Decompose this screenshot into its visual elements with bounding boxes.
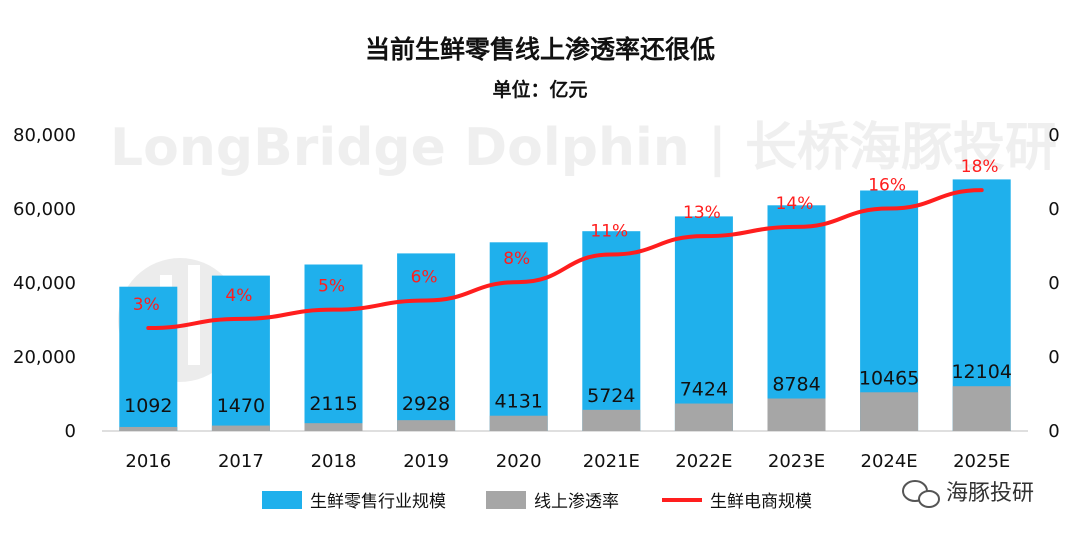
data-label-online: 2115 bbox=[309, 393, 357, 415]
y-right-tick-label: 0 bbox=[1048, 347, 1059, 368]
data-label-pct: 3% bbox=[133, 295, 160, 315]
data-label-online: 10465 bbox=[859, 367, 919, 389]
x-tick-label: 2020 bbox=[496, 451, 542, 472]
data-label-online: 8784 bbox=[772, 373, 820, 395]
data-label-pct: 13% bbox=[683, 203, 721, 223]
brand-logo: 海豚投研 bbox=[902, 480, 1034, 508]
x-tick-label: 2023E bbox=[768, 451, 825, 472]
bar-retail-scale bbox=[489, 242, 548, 431]
bar-online-penetration bbox=[767, 398, 826, 431]
bar-retail-scale bbox=[767, 205, 826, 431]
x-tick-label: 2016 bbox=[125, 451, 171, 472]
data-label-online: 5724 bbox=[587, 385, 635, 407]
y-left-tick-label: 0 bbox=[65, 421, 76, 442]
bar-retail-scale bbox=[860, 190, 919, 431]
bar-retail-scale bbox=[211, 275, 270, 431]
data-label-online: 12104 bbox=[951, 361, 1011, 383]
axes: 0 20,000 40,000 60,000 80,000 0 0 0 0 0 2016 2017 20… bbox=[13, 125, 1060, 472]
x-tick-label: 2025E bbox=[953, 451, 1010, 472]
y-left-tick-label: 60,000 bbox=[13, 199, 76, 220]
bar-online-penetration bbox=[582, 409, 641, 431]
bar-online-penetration bbox=[860, 392, 919, 431]
y-right-tick-label: 0 bbox=[1048, 199, 1059, 220]
y-left-tick-label: 40,000 bbox=[13, 273, 76, 294]
y-left-tick-label: 20,000 bbox=[13, 347, 76, 368]
bar-retail-scale bbox=[119, 286, 178, 431]
data-label-pct: 11% bbox=[590, 222, 628, 242]
chart-title: 当前生鲜零售线上渗透率还很低 bbox=[365, 35, 715, 64]
legend-swatch-online bbox=[486, 491, 526, 509]
data-label-pct: 18% bbox=[961, 157, 999, 177]
x-tick-label: 2021E bbox=[583, 451, 640, 472]
x-tick-label: 2019 bbox=[403, 451, 449, 472]
data-label-pct: 14% bbox=[776, 194, 814, 214]
x-tick-label: 2024E bbox=[861, 451, 918, 472]
wechat-icon bbox=[902, 480, 940, 508]
data-label-pct: 16% bbox=[868, 176, 906, 196]
legend-label-line: 生鲜电商规模 bbox=[710, 492, 812, 512]
bar-online-penetration bbox=[119, 426, 178, 431]
bar-online-penetration bbox=[952, 386, 1011, 431]
data-label-online: 4131 bbox=[495, 391, 543, 413]
bar-online-penetration bbox=[211, 425, 270, 431]
data-label-pct: 4% bbox=[225, 286, 252, 306]
y-right-tick-label: 0 bbox=[1048, 421, 1059, 442]
bar-online-penetration bbox=[674, 403, 733, 431]
legend: 生鲜零售行业规模 线上渗透率 生鲜电商规模 bbox=[262, 491, 812, 512]
y-right-tick-label: 0 bbox=[1048, 125, 1059, 146]
bars bbox=[119, 179, 1011, 431]
data-label-pct: 5% bbox=[318, 277, 345, 297]
bar-online-penetration bbox=[304, 423, 363, 431]
bar-retail-scale bbox=[582, 231, 641, 431]
chart-subtitle: 单位：亿元 bbox=[492, 78, 587, 101]
data-label-pct: 6% bbox=[411, 267, 438, 287]
x-tick-label: 2017 bbox=[218, 451, 264, 472]
data-label-online: 7424 bbox=[680, 379, 728, 401]
line-series bbox=[146, 188, 984, 331]
legend-swatch-retail bbox=[262, 491, 302, 509]
x-tick-label: 2022E bbox=[675, 451, 732, 472]
bar-online-penetration bbox=[489, 415, 548, 431]
bar-retail-scale bbox=[304, 264, 363, 431]
y-left-tick-label: 80,000 bbox=[13, 125, 76, 146]
data-label-online: 1092 bbox=[124, 395, 172, 417]
line-ecommerce-scale bbox=[146, 188, 984, 331]
legend-label-online: 线上渗透率 bbox=[534, 492, 619, 512]
data-label-online: 1470 bbox=[217, 395, 265, 417]
legend-label-retail: 生鲜零售行业规模 bbox=[310, 492, 446, 512]
bar-retail-scale bbox=[674, 216, 733, 431]
data-label-pct: 8% bbox=[503, 249, 530, 269]
data-label-online: 2928 bbox=[402, 393, 450, 415]
watermark-text: LongBridge Dolphin | 长桥海豚投研 bbox=[110, 118, 1057, 178]
bar-retail-scale bbox=[397, 253, 456, 431]
data-labels: 1092 1470 2115 2928 4131 5724 7424 8784 10465 121… bbox=[124, 157, 1012, 417]
x-tick-label: 2018 bbox=[311, 451, 357, 472]
logo-text: 海豚投研 bbox=[946, 481, 1034, 506]
y-right-tick-label: 0 bbox=[1048, 273, 1059, 294]
bar-online-penetration bbox=[397, 420, 456, 431]
